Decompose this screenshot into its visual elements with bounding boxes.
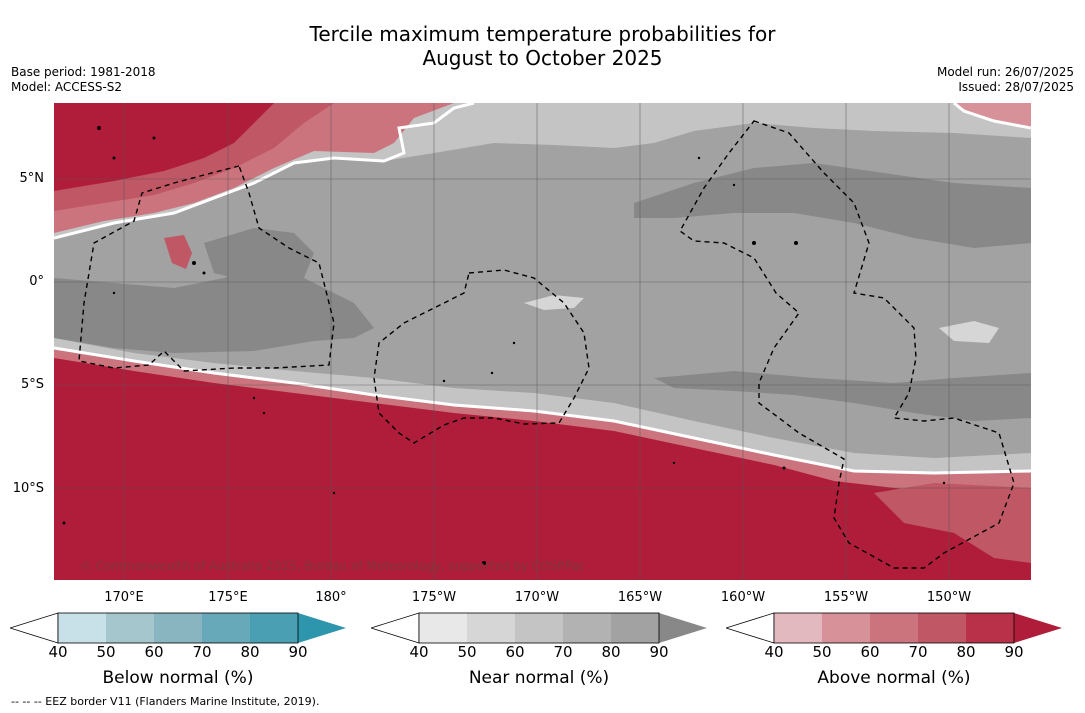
colorbar-below-extend-low [10, 612, 59, 644]
model-run: Model run: 26/07/2025 [936, 65, 1074, 79]
colorbar-above-extend-low [726, 612, 775, 644]
cb-above-tick-80: 80 [956, 643, 976, 661]
cb-below-tick-70: 70 [192, 643, 212, 661]
colorbar-above-label: Above normal (%) [817, 668, 971, 688]
lon-label-180: 180° [315, 590, 347, 605]
cb-above-tick-40: 40 [764, 643, 784, 661]
lon-label-170e: 170°E [104, 590, 144, 605]
colorbar-above-bin-4 [918, 613, 966, 643]
colorbar-below-bin-4 [202, 613, 250, 643]
eez-border-west [78, 165, 335, 372]
cb-below-tick-50: 50 [96, 643, 116, 661]
title-line-2: August to October 2025 [422, 46, 663, 70]
island-specks [62, 126, 946, 565]
above-normal-south-inner [54, 358, 1031, 580]
colorbar-below-normal [10, 612, 346, 644]
cb-below-tick-40: 40 [48, 643, 68, 661]
colorbar-above-bin-5 [966, 613, 1014, 643]
cb-near-tick-60: 60 [505, 643, 525, 661]
colorbar-below-label: Below normal (%) [102, 668, 254, 688]
copyright-notice: © Commonwealth of Australia 2025, Bureau… [80, 559, 586, 573]
issued-date: Issued: 28/07/2025 [958, 80, 1074, 94]
colorbar-below-bin-5 [250, 613, 298, 643]
lon-label-165w: 165°W [617, 590, 663, 605]
colorbar-near-extend-low [371, 612, 420, 644]
near-normal-90-patch-west-upper [204, 228, 314, 283]
colorbar-below-bin-2 [106, 613, 154, 643]
lon-label-155w: 155°W [823, 590, 869, 605]
cb-near-tick-70: 70 [553, 643, 573, 661]
eez-border-east [679, 120, 1015, 569]
colorbar-above-normal [726, 612, 1062, 644]
colorbar-above-bin-1 [774, 613, 822, 643]
title-line-1: Tercile maximum temperature probabilitie… [309, 22, 776, 46]
cb-below-tick-80: 80 [240, 643, 260, 661]
eez-border-central [373, 269, 590, 444]
lon-label-150w: 150°W [926, 590, 972, 605]
model-name: Model: ACCESS-S2 [11, 80, 123, 94]
colorbar-below-bin-3 [154, 613, 202, 643]
colorbar-below-extend-high [298, 613, 346, 643]
meta-left: Base period: 1981-2018 Model: ACCESS-S2 [11, 65, 156, 95]
cb-near-tick-40: 40 [409, 643, 429, 661]
cb-below-tick-60: 60 [144, 643, 164, 661]
above-normal-south-east-patch [874, 483, 1031, 563]
lat-label-10s: 10°S [12, 481, 44, 496]
graticule [54, 103, 1031, 580]
cb-above-tick-60: 60 [860, 643, 880, 661]
cb-above-tick-70: 70 [908, 643, 928, 661]
colorbar-below-bin-1 [58, 613, 106, 643]
cb-near-tick-90: 90 [649, 643, 669, 661]
tercile-boundary-south [54, 346, 1031, 475]
above-normal-north-inner [54, 103, 274, 191]
lon-label-175e: 175°E [208, 590, 248, 605]
lat-label-5n: 5°N [19, 171, 45, 186]
near-normal-90-patch-west [54, 263, 374, 353]
base-period: Base period: 1981-2018 [11, 65, 156, 79]
near-normal-light-island [524, 295, 584, 310]
above-normal-small-patch [164, 235, 192, 269]
cb-above-tick-50: 50 [812, 643, 832, 661]
cb-near-tick-50: 50 [457, 643, 477, 661]
cb-below-tick-90: 90 [288, 643, 308, 661]
lat-label-5s: 5°S [20, 377, 44, 392]
lon-label-160w: 160°W [720, 590, 766, 605]
colorbar-near-bin-5 [611, 613, 659, 643]
eez-footnote: -- -- -- EEZ border V11 (Flanders Marine… [11, 695, 320, 708]
colorbar-near-bin-3 [515, 613, 563, 643]
tercile-boundary-northeast [953, 103, 1031, 130]
colorbar-above-bin-3 [870, 613, 918, 643]
lon-label-170w: 170°W [514, 590, 560, 605]
colorbar-near-bin-1 [419, 613, 467, 643]
lon-label-175w: 175°W [411, 590, 457, 605]
colorbar-near-bin-4 [563, 613, 611, 643]
near-normal-light-island-east [939, 321, 999, 343]
above-normal-north-outer-east [954, 103, 1031, 128]
near-normal-light-south [54, 338, 1031, 473]
near-normal-90-patch-southeast [654, 371, 1031, 421]
colorbar-above-extend-high [1014, 613, 1062, 643]
colorbar-near-extend-high [659, 613, 707, 643]
eez-borders [78, 120, 1015, 569]
colorbar-near-label: Near normal (%) [468, 668, 610, 688]
colorbar-above-bin-2 [822, 613, 870, 643]
map-title: Tercile maximum temperature probabilitie… [0, 22, 1085, 70]
colorbar-near-bin-2 [467, 613, 515, 643]
probability-map [54, 103, 1031, 580]
colorbar-near-normal [371, 612, 707, 644]
lat-label-0: 0° [29, 274, 44, 289]
cb-above-tick-90: 90 [1004, 643, 1024, 661]
cb-near-tick-80: 80 [601, 643, 621, 661]
meta-right: Model run: 26/07/2025 Issued: 28/07/2025 [937, 65, 1074, 95]
